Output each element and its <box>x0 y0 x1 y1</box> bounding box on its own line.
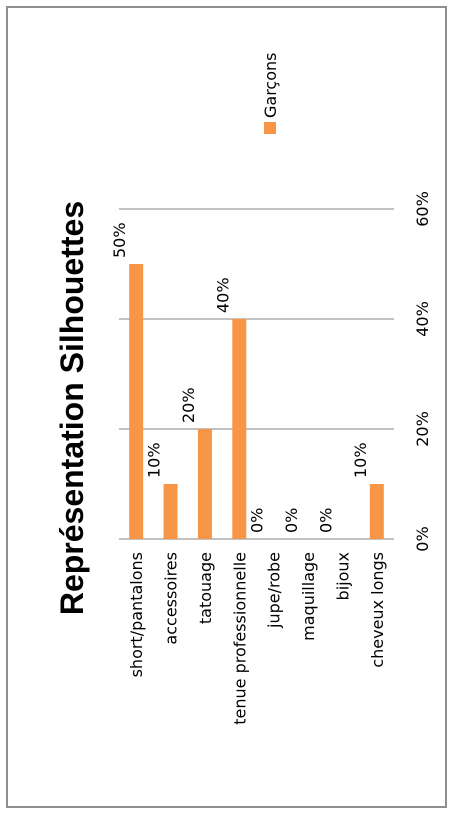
bar <box>129 264 144 539</box>
tick-labels: 0% 20% 40% 60% <box>413 191 432 551</box>
data-label: 50% <box>110 222 129 258</box>
legend: Garçons <box>261 53 280 134</box>
tick-label: 60% <box>413 191 432 227</box>
data-label: 40% <box>213 277 232 313</box>
bar <box>163 484 178 539</box>
bars <box>129 264 384 539</box>
category-label: tatouage <box>196 552 215 624</box>
legend-label: Garçons <box>261 53 280 119</box>
data-label: 0% <box>248 508 267 533</box>
data-label: 20% <box>179 387 198 423</box>
data-label: 0% <box>316 508 335 533</box>
tick-label: 40% <box>413 301 432 337</box>
data-label: 10% <box>351 442 370 478</box>
category-label: bijoux <box>333 552 352 600</box>
category-label: accessoires <box>162 552 181 645</box>
bar <box>232 319 247 539</box>
data-label: 10% <box>145 442 164 478</box>
legend-swatch <box>264 122 276 134</box>
tick-label: 0% <box>413 526 432 551</box>
data-label: 0% <box>282 508 301 533</box>
category-label: jupe/robe <box>265 552 284 629</box>
category-label: tenue professionnelle <box>230 552 249 725</box>
bar <box>197 429 212 539</box>
grid-lines <box>119 208 394 540</box>
data-labels: 50% 10% 20% 40% 0% 0% 0% 10% <box>110 222 370 533</box>
category-label: short/pantalons <box>127 552 146 677</box>
category-label: cheveux longs <box>368 552 387 668</box>
bar <box>369 484 384 539</box>
chart-frame <box>6 6 447 808</box>
category-label: maquillage <box>299 552 318 641</box>
chart-title: Représentation Silhouettes <box>54 201 90 615</box>
category-labels: short/pantalons accessoires tatouage tenue … <box>127 552 387 725</box>
tick-label: 20% <box>413 411 432 447</box>
